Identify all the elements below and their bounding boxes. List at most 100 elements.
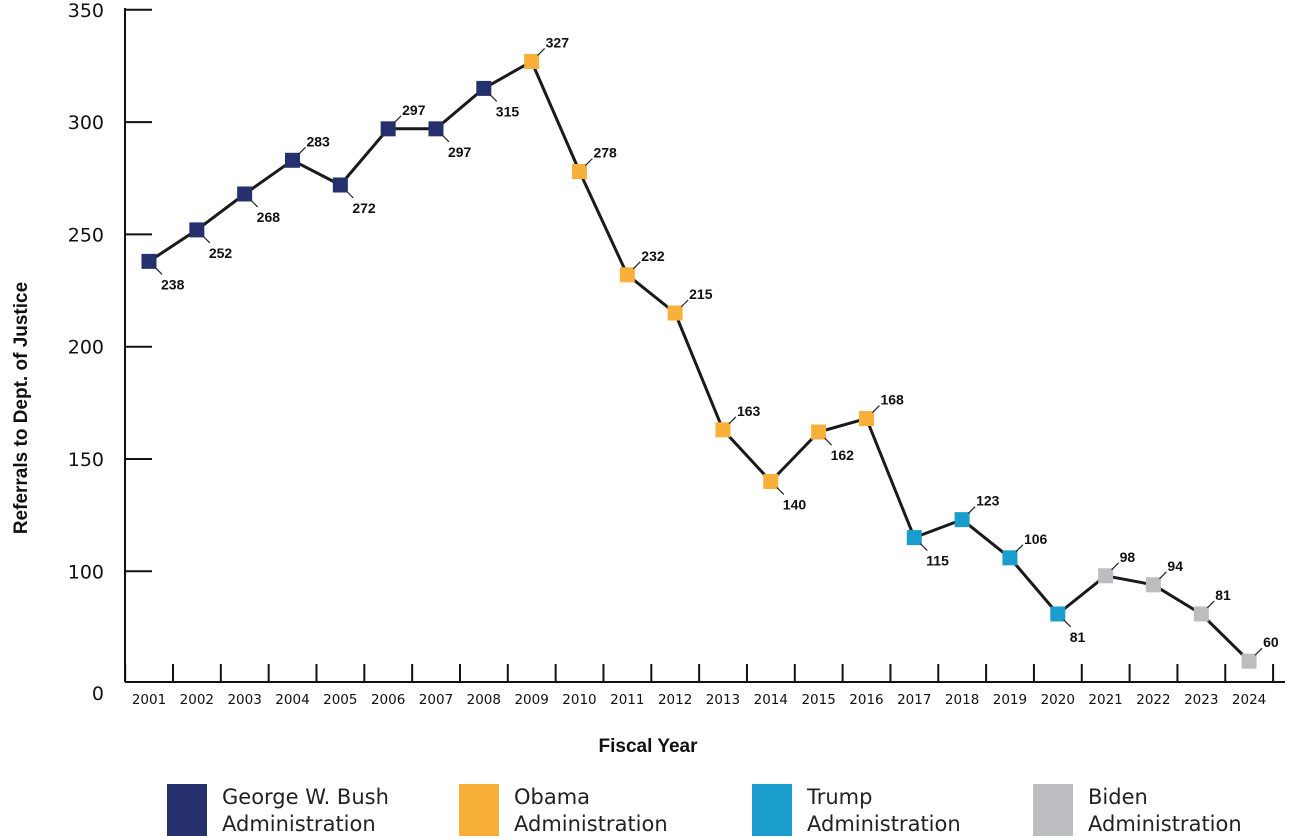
legend-swatch-bush bbox=[167, 784, 207, 836]
data-point-2005 bbox=[332, 177, 348, 193]
legend-label-line2: Administration bbox=[807, 812, 961, 836]
x-tick-label: 2023 bbox=[1184, 692, 1218, 708]
legend-label-line1: George W. Bush bbox=[222, 785, 389, 809]
axes bbox=[124, 8, 1285, 683]
x-tick-label: 2014 bbox=[754, 692, 788, 708]
data-label-2006: 297 bbox=[402, 102, 426, 118]
data-label-leader bbox=[776, 487, 785, 495]
data-point-2017 bbox=[906, 530, 922, 546]
x-tick-label: 2020 bbox=[1041, 692, 1075, 708]
data-point-2015 bbox=[811, 424, 827, 440]
data-label-2022: 94 bbox=[1167, 558, 1183, 574]
x-tick-label: 2018 bbox=[945, 692, 979, 708]
data-label-2011: 232 bbox=[641, 248, 665, 264]
data-point-2024 bbox=[1241, 653, 1257, 669]
y-tick-label: 200 bbox=[68, 337, 104, 359]
y-tick-label: 0 bbox=[92, 683, 104, 705]
data-label-2015: 162 bbox=[831, 447, 855, 463]
data-label-leader bbox=[728, 416, 737, 425]
y-axis-title: Referrals to Dept. of Justice bbox=[11, 282, 32, 534]
data-label-leader bbox=[585, 158, 593, 166]
data-point-2007 bbox=[428, 121, 444, 137]
data-label-leader bbox=[441, 134, 450, 143]
y-tick-label: 350 bbox=[68, 0, 104, 22]
x-tick-label: 2024 bbox=[1232, 692, 1266, 708]
data-label-2007: 297 bbox=[448, 144, 472, 160]
legend-swatch-obama bbox=[459, 784, 499, 836]
x-axis-title: Fiscal Year bbox=[599, 736, 699, 757]
data-point-2023 bbox=[1193, 606, 1209, 622]
data-label-2016: 168 bbox=[880, 392, 904, 408]
data-label-leader bbox=[1063, 619, 1072, 628]
data-label-2001: 238 bbox=[161, 276, 185, 292]
data-label-2004: 283 bbox=[306, 133, 330, 149]
x-tick-label: 2009 bbox=[514, 692, 548, 708]
data-label-2003: 268 bbox=[257, 209, 281, 225]
legend-label-line1: Obama bbox=[514, 785, 590, 809]
legend-item-trump: Trump Administration bbox=[752, 784, 961, 836]
data-label-2024: 60 bbox=[1263, 634, 1279, 650]
data-label-leader bbox=[1159, 571, 1167, 580]
data-label-leader bbox=[250, 199, 259, 208]
data-point-2009 bbox=[524, 53, 540, 69]
x-tick-label: 2017 bbox=[897, 692, 931, 708]
data-point-2008 bbox=[476, 80, 492, 96]
data-point-2016 bbox=[858, 411, 874, 427]
data-label-leader bbox=[1111, 562, 1120, 571]
data-label-2017: 115 bbox=[926, 553, 949, 569]
legend-label-line1: Trump bbox=[806, 785, 872, 809]
data-label-leader bbox=[824, 437, 833, 446]
x-tick-label: 2003 bbox=[227, 692, 261, 708]
y-tick-label: 300 bbox=[68, 112, 104, 134]
data-label-2002: 252 bbox=[209, 245, 233, 261]
data-label-leader bbox=[393, 115, 402, 124]
y-axis-ticks: 0 100 150 200 250 300 350 bbox=[68, 0, 152, 705]
data-label-2014: 140 bbox=[783, 496, 807, 512]
data-label-leader bbox=[154, 266, 163, 275]
x-tick-label: 2007 bbox=[419, 692, 453, 708]
data-label-leader bbox=[537, 48, 546, 56]
data-label-2019: 106 bbox=[1024, 531, 1048, 547]
x-axis-ticks: 2001 2002 2003 2004 2005 2006 2007 2008 2009 2010… bbox=[124, 664, 1275, 708]
x-tick-label: 2011 bbox=[610, 692, 644, 708]
data-label-leader bbox=[680, 299, 689, 308]
data-label-leader bbox=[202, 235, 211, 244]
data-label-leader bbox=[298, 146, 306, 155]
data-label-leader bbox=[489, 93, 498, 102]
x-tick-label: 2015 bbox=[801, 692, 835, 708]
x-tick-label: 2002 bbox=[180, 692, 214, 708]
legend-label-line2: Administration bbox=[222, 812, 376, 836]
legend-label-line2: Administration bbox=[1088, 812, 1242, 836]
data-label-2012: 215 bbox=[689, 286, 713, 302]
data-point-2019 bbox=[1002, 550, 1018, 566]
y-tick-label: 100 bbox=[68, 561, 104, 583]
data-label-leader bbox=[1015, 544, 1024, 553]
data-point-2010 bbox=[571, 164, 587, 180]
y-tick-label: 150 bbox=[68, 449, 104, 471]
data-label-leader bbox=[872, 405, 880, 413]
x-tick-label: 2019 bbox=[993, 692, 1027, 708]
legend-item-obama: Obama Administration bbox=[459, 784, 668, 836]
data-label-2009: 327 bbox=[546, 34, 570, 50]
legend-item-biden: Biden Administration bbox=[1033, 784, 1242, 836]
x-tick-label: 2006 bbox=[371, 692, 405, 708]
data-labels: 238 252 268 283 272 297 297 315 327 278 232 215 163 1… bbox=[154, 34, 1279, 656]
data-point-2006 bbox=[380, 121, 396, 137]
data-point-2002 bbox=[189, 222, 205, 238]
x-tick-label: 2012 bbox=[658, 692, 692, 708]
data-point-2021 bbox=[1098, 568, 1114, 584]
data-label-2005: 272 bbox=[352, 200, 376, 216]
data-point-2011 bbox=[619, 267, 635, 283]
data-point-2014 bbox=[763, 473, 779, 489]
data-label-leader bbox=[632, 261, 641, 270]
data-point-2018 bbox=[954, 512, 970, 528]
data-point-2020 bbox=[1050, 606, 1066, 622]
x-tick-label: 2013 bbox=[706, 692, 740, 708]
legend-item-bush: George W. Bush Administration bbox=[167, 784, 389, 836]
data-point-2001 bbox=[141, 253, 157, 269]
legend: George W. Bush Administration Obama Adminis… bbox=[167, 784, 1242, 836]
data-label-leader bbox=[1254, 647, 1263, 656]
legend-label-line2: Administration bbox=[514, 812, 668, 836]
x-tick-label: 2008 bbox=[467, 692, 501, 708]
data-point-2022 bbox=[1145, 577, 1161, 593]
